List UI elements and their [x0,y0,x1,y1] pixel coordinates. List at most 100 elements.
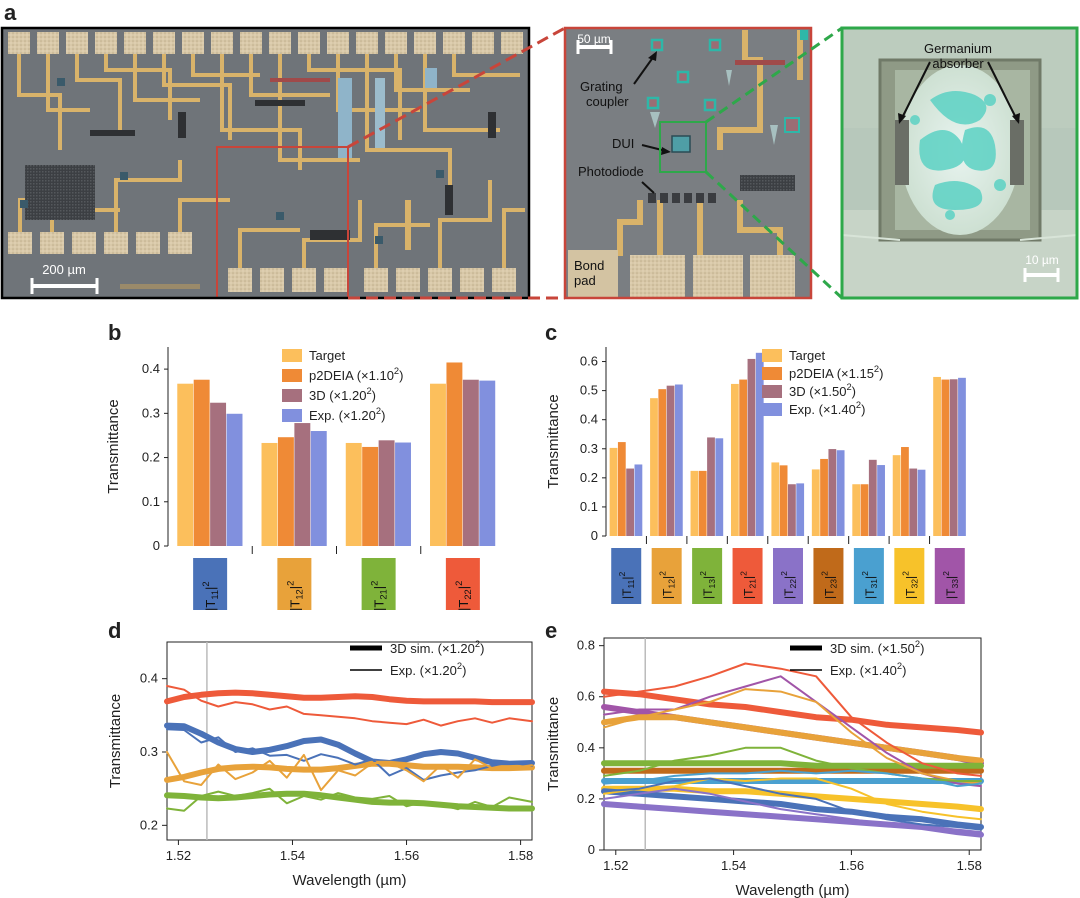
legend-swatch [762,385,782,398]
legend-swatch [282,369,302,382]
series-t21-exp [603,662,982,777]
bar-c-3-3 [755,352,764,536]
series-t22-exp [603,787,982,834]
category-label: |T21|2 [739,571,758,599]
bar-b-2-3 [395,442,411,546]
bar-b-3-1 [446,362,463,546]
bar-c-5-0 [811,469,820,536]
series-t21-exp [166,787,533,812]
category-box [813,548,844,604]
bar-c-4-3 [796,483,805,536]
legend-label: 3D sim. (×1.202) [390,639,484,656]
y-tick-label: 0.5 [580,383,598,398]
category-label: |T31|2 [860,571,879,599]
category-label-group: |T21|2 [370,581,389,610]
bar-c-7-3 [917,469,926,536]
legend-label: 3D (×1.202) [309,386,376,403]
category-box [361,558,396,610]
x-tick-label: 1.54 [280,848,305,863]
y-tick-label: 0.3 [142,405,160,420]
category-label-group: |T31|2 [860,571,879,599]
plot-frame [603,637,982,851]
bar-c-8-0 [933,376,941,536]
y-tick-label: 0.2 [142,450,160,465]
series-t22-exp [166,685,533,727]
y-tick-label: 0 [591,528,598,543]
y-tick-label: 0 [588,842,595,857]
bar-c-6-1 [860,484,869,536]
panel-label-d: d [108,618,122,643]
category-label: |T11|2 [617,571,636,599]
y-tick-label: 0.4 [577,740,595,755]
series-t11-sim [164,722,535,767]
category-box [692,548,723,604]
chart-d: 1.52 1.54 1.56 1.58 0.2 0.3 0.4 Wavelength (µm)… [107,639,535,889]
legend-label: p2DEIA (×1.152) [789,364,883,381]
y-tick-label: 0.3 [580,441,598,456]
bar-c-0-3 [634,464,643,536]
series-t12-exp [603,688,982,785]
label-germanium-absorber: Germanium absorber [924,41,992,71]
y-tick-label: 0.4 [140,671,158,686]
bar-c-5-2 [828,449,837,536]
bar-c-8-1 [941,379,950,536]
bar-c-2-3 [715,438,724,536]
panel-label-c: c [545,320,558,345]
category-label-group: |T22|2 [454,581,473,610]
category-label: |T23|2 [819,571,838,599]
chart-b: 0 0.1 0.2 0.3 0.4 Transmittance |T11|2 |T12|2 |T… [105,347,496,610]
category-label-group: |T32|2 [900,571,919,599]
category-box [277,558,312,610]
category-label-group: |T11|2 [201,581,220,610]
y-axis-label: Transmittance [105,399,122,493]
series-t21-sim [601,688,984,736]
legend-label: Target [309,348,346,363]
zoom-connector-green-top [705,26,843,124]
bar-b-0-0 [177,383,194,546]
bar-c-2-0 [690,470,699,536]
bar-c-7-0 [892,455,901,536]
x-tick-label: 1.56 [839,858,864,873]
y-tick-label: 0 [153,538,160,553]
legend-label: 3D (×1.502) [789,382,856,399]
bar-c-3-1 [739,379,748,536]
x-tick-label: 1.52 [603,858,628,873]
series-t12-exp [166,751,533,792]
category-label: |T22|2 [454,581,473,610]
bar-c-4-1 [779,465,788,536]
series-t12-sim [164,760,535,783]
category-box [894,548,925,604]
legend-label: Exp. (×1.202) [309,406,385,423]
bar-c-1-0 [650,398,658,536]
bar-c-0-1 [617,442,626,536]
x-axis-label: Wavelength (µm) [736,882,850,898]
label-dui: DUI [612,136,634,151]
category-box [611,548,642,604]
y-tick-label: 0.6 [577,689,595,704]
micrograph-panel: 200 µm [0,26,1079,300]
category-label: |T33|2 [941,571,960,599]
category-box [651,548,682,604]
label-photodiode: Photodiode [578,164,644,179]
bar-c-1-2 [666,385,675,536]
legend-swatch [762,403,782,416]
bar-c-7-2 [909,468,918,536]
category-label: |T22|2 [779,571,798,599]
x-axis-label: Wavelength (µm) [293,872,407,889]
bar-c-8-2 [949,379,958,536]
category-label-group: |T22|2 [779,571,798,599]
bar-c-8-3 [958,377,966,536]
label-bond-pad: Bond pad [574,258,604,288]
category-label-group: |T33|2 [941,571,960,599]
x-tick-label: 1.52 [166,848,191,863]
legend-swatch [282,409,302,422]
category-label: |T21|2 [370,581,389,610]
category-label-group: |T12|2 [285,581,304,610]
dui-zoom-image: 50 µm Grating coupler DUI Photodiode Bond… [563,26,813,300]
bar-c-6-0 [852,484,861,536]
category-label-group: |T21|2 [739,571,758,599]
bar-b-1-0 [261,442,278,546]
category-box [773,548,803,604]
y-tick-label: 0.4 [580,412,598,427]
legend-swatch [762,367,782,380]
